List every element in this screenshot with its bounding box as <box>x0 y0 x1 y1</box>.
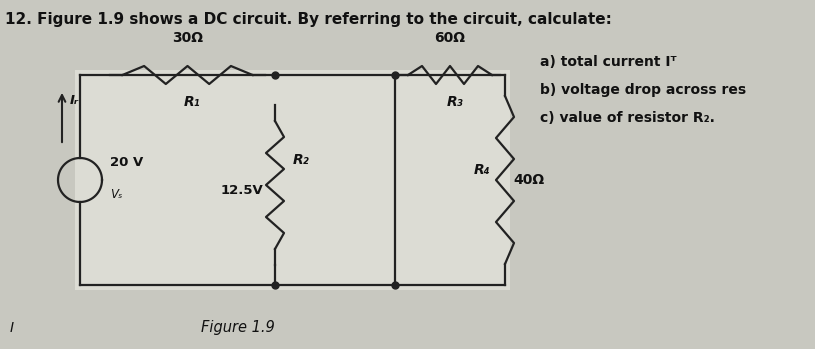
Text: I: I <box>10 321 14 335</box>
Text: b) voltage drop across res: b) voltage drop across res <box>540 83 746 97</box>
Text: 40Ω: 40Ω <box>513 173 544 187</box>
Text: a) total current Iᵀ: a) total current Iᵀ <box>540 55 676 69</box>
Text: R₁: R₁ <box>184 95 200 109</box>
Text: 60Ω: 60Ω <box>434 31 465 45</box>
Text: R₃: R₃ <box>447 95 464 109</box>
Text: R₂: R₂ <box>293 153 310 167</box>
FancyBboxPatch shape <box>75 70 510 290</box>
Text: Vₛ: Vₛ <box>110 188 122 201</box>
Text: 12.5V: 12.5V <box>220 184 263 196</box>
Text: 30Ω: 30Ω <box>172 31 203 45</box>
Text: 12. Figure 1.9 shows a DC circuit. By referring to the circuit, calculate:: 12. Figure 1.9 shows a DC circuit. By re… <box>5 12 612 27</box>
Text: Figure 1.9: Figure 1.9 <box>200 320 275 335</box>
Text: Iᵣ: Iᵣ <box>70 94 79 106</box>
Text: R₄: R₄ <box>474 163 490 177</box>
Text: 20 V: 20 V <box>110 156 143 169</box>
Text: c) value of resistor R₂.: c) value of resistor R₂. <box>540 111 715 125</box>
